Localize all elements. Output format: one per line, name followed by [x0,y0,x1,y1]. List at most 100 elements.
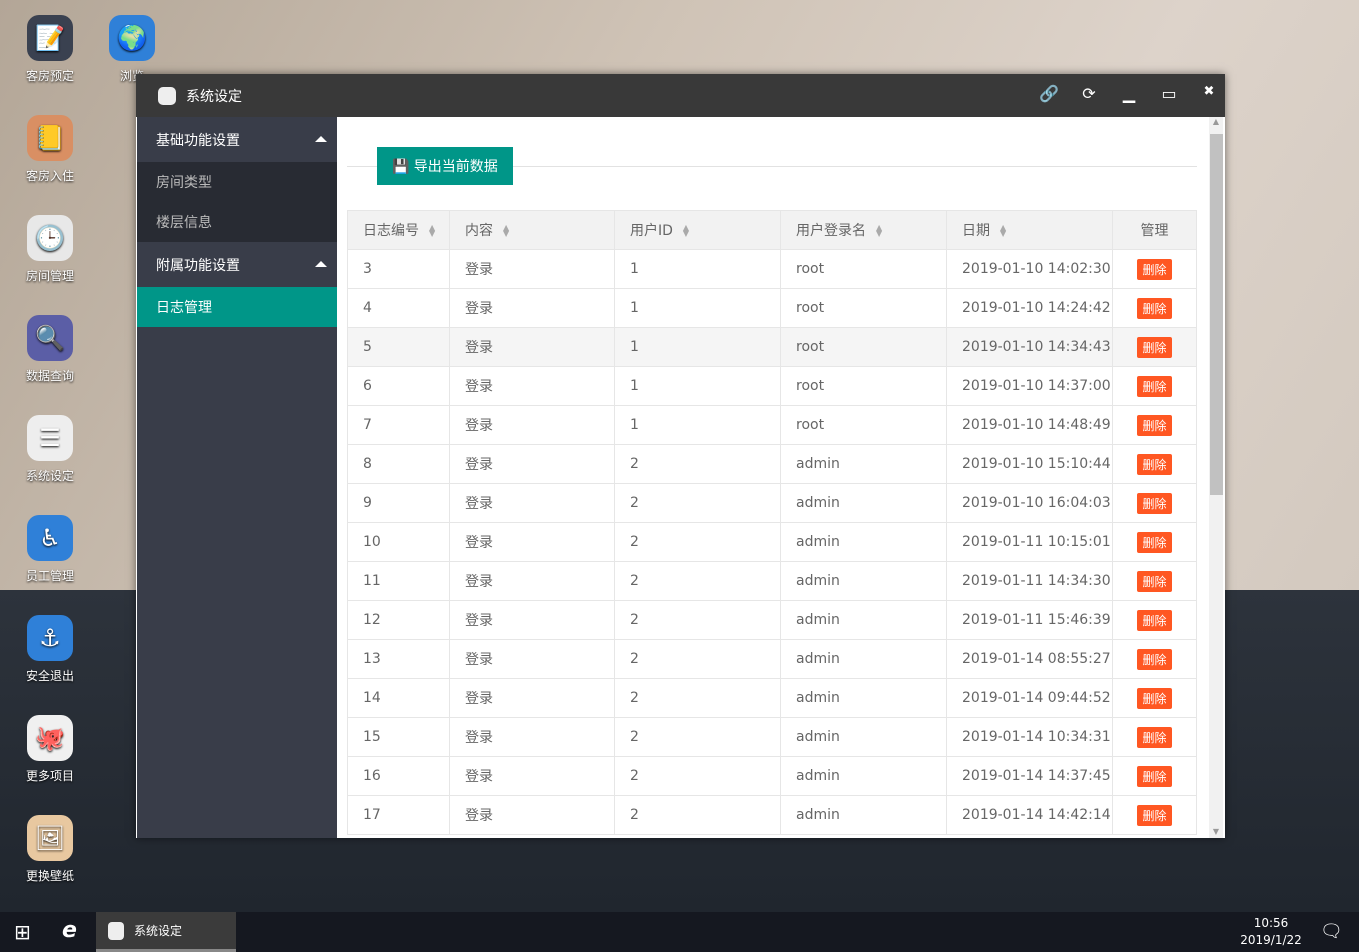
column-header[interactable]: 用户ID ▲ ▼ [614,210,781,250]
header-label: 用户登录名 [796,223,866,239]
column-header[interactable]: 用户登录名 ▲ ▼ [780,210,947,250]
notepad-icon: 📝 [27,15,73,61]
table-cell: 17 [347,795,450,835]
table-cell: 10 [347,522,450,562]
table-cell: admin [780,717,947,757]
table-cell: 2019-01-14 14:42:14 [946,795,1113,835]
group-label: 附属功能设置 [156,257,240,274]
desktop-icon[interactable]: 🕒 房间管理 [10,215,90,284]
scrollbar[interactable]: ▲ ▼ [1209,117,1223,838]
table-cell: 2 [614,756,781,796]
app-icon [158,86,176,105]
column-header[interactable]: 日期 ▲ ▼ [946,210,1113,250]
refresh-icon[interactable]: ⟳ [1082,84,1096,103]
ie-browser-icon[interactable]: e [62,918,77,943]
delete-button[interactable]: 删除 [1137,687,1172,709]
table-row: 6 登录 1 root 2019-01-10 14:37:00 删除 [347,366,1197,406]
delete-button[interactable]: 删除 [1137,414,1172,436]
delete-button[interactable]: 删除 [1137,453,1172,475]
caret-up-icon [315,261,327,267]
sort-icon[interactable]: ▲ ▼ [1000,223,1007,238]
save-icon: 💾 [392,157,410,174]
header-label: 管理 [1140,223,1169,239]
delete-button[interactable]: 删除 [1137,375,1172,397]
delete-button[interactable]: 删除 [1137,765,1172,787]
table-cell: 12 [347,600,450,640]
desktop-icon-label: 员工管理 [25,569,74,583]
sidebar-item-floor-info[interactable]: 楼层信息 [156,215,212,231]
search-document-icon: 🔍 [27,315,73,361]
table-cell: 2 [614,522,781,562]
table-row: 16 登录 2 admin 2019-01-14 14:37:45 删除 [347,756,1197,796]
delete-button[interactable]: 删除 [1137,492,1172,514]
table-cell: 1 [614,249,781,289]
scroll-down-icon[interactable]: ▼ [1212,827,1220,836]
clock[interactable]: 10:56 2019/1/22 [1240,915,1302,949]
sidebar-group-extra[interactable]: 附属功能设置 [137,242,337,287]
desktop-icon[interactable]: 🔍 数据查询 [10,315,90,384]
table-cell: admin [780,756,947,796]
desktop-icon[interactable]: 📒 客房入住 [10,115,90,184]
table-cell: 登录 [449,639,615,679]
link-icon[interactable]: 🔗 [1039,84,1059,103]
delete-button[interactable]: 删除 [1137,648,1172,670]
sort-icon[interactable]: ▲ ▼ [876,223,883,238]
close-icon[interactable]: ✖ [1203,84,1215,99]
table-cell: 2 [614,717,781,757]
delete-button[interactable]: 删除 [1137,297,1172,319]
delete-button[interactable]: 删除 [1137,804,1172,826]
table-cell: 6 [347,366,450,406]
delete-button[interactable]: 删除 [1137,726,1172,748]
desktop-icon[interactable]: 🖼 更换壁纸 [10,815,90,884]
delete-button[interactable]: 删除 [1137,531,1172,553]
table-cell: 删除 [1112,522,1197,562]
table-cell: 登录 [449,561,615,601]
table-cell: 2019-01-11 10:15:01 [946,522,1113,562]
table-cell: 删除 [1112,717,1197,757]
desktop-icon-label: 数据查询 [25,369,74,383]
column-header[interactable]: 内容 ▲ ▼ [449,210,615,250]
divider [347,166,1197,167]
column-header[interactable]: 日志编号 ▲ ▼ [347,210,450,250]
window-titlebar[interactable]: 系统设定 [136,74,1225,117]
delete-button[interactable]: 删除 [1137,258,1172,280]
log-table: 日志编号 ▲ ▼ 内容 ▲ ▼ 用户ID ▲ ▼ 用户登录名 ▲ ▼ 日期 ▲ ▼ 管理 3 登录 1 root 20… [347,210,1197,835]
desktop-icon[interactable]: ☰ 系统设定 [10,415,90,484]
export-button[interactable]: 💾 导出当前数据 [377,147,513,185]
table-cell: 2019-01-14 10:34:31 [946,717,1113,757]
delete-button[interactable]: 删除 [1137,570,1172,592]
sort-icon[interactable]: ▲ ▼ [682,223,690,238]
sidebar-item-log-management[interactable]: 日志管理 [137,287,337,327]
sidebar: 基础功能设置 房间类型 楼层信息 附属功能设置 日志管理 [137,117,337,838]
delete-button[interactable]: 删除 [1137,336,1172,358]
table-cell: 2 [614,678,781,718]
table-cell: 登录 [449,756,615,796]
table-row: 11 登录 2 admin 2019-01-11 14:34:30 删除 [347,561,1197,601]
table-cell: 删除 [1112,483,1197,523]
sidebar-group-basic[interactable]: 基础功能设置 [137,117,337,162]
desktop-icon[interactable]: 🐙 更多项目 [10,715,90,784]
scrollbar-thumb[interactable] [1210,134,1223,495]
maximize-icon[interactable]: ▭ [1161,84,1177,103]
table-row: 15 登录 2 admin 2019-01-14 10:34:31 删除 [347,717,1197,757]
table-cell: 2019-01-10 14:02:30 [946,249,1113,289]
table-row: 14 登录 2 admin 2019-01-14 09:44:52 删除 [347,678,1197,718]
taskbar-item-settings[interactable]: 系统设定 [96,912,236,952]
table-cell: admin [780,522,947,562]
scroll-up-icon[interactable]: ▲ [1212,117,1220,126]
sort-icon[interactable]: ▲ ▼ [429,223,436,238]
table-cell: 2019-01-11 14:34:30 [946,561,1113,601]
desktop-icon-label: 客房预定 [25,69,74,83]
windows-start-icon[interactable]: ⊞ [14,920,31,944]
sidebar-item-room-type[interactable]: 房间类型 [156,175,212,191]
desktop-icon[interactable]: 📝 客房预定 [10,15,90,84]
table-cell: 删除 [1112,561,1197,601]
notification-icon[interactable]: 🗨 [1320,921,1343,942]
desktop-icon[interactable]: ⚓ 安全退出 [10,615,90,684]
desktop-icon[interactable]: ♿ 员工管理 [10,515,90,584]
table-cell: 11 [347,561,450,601]
sort-icon[interactable]: ▲ ▼ [503,223,510,238]
delete-button[interactable]: 删除 [1137,609,1172,631]
table-cell: 2 [614,600,781,640]
minimize-icon[interactable]: ▁ [1122,84,1136,103]
